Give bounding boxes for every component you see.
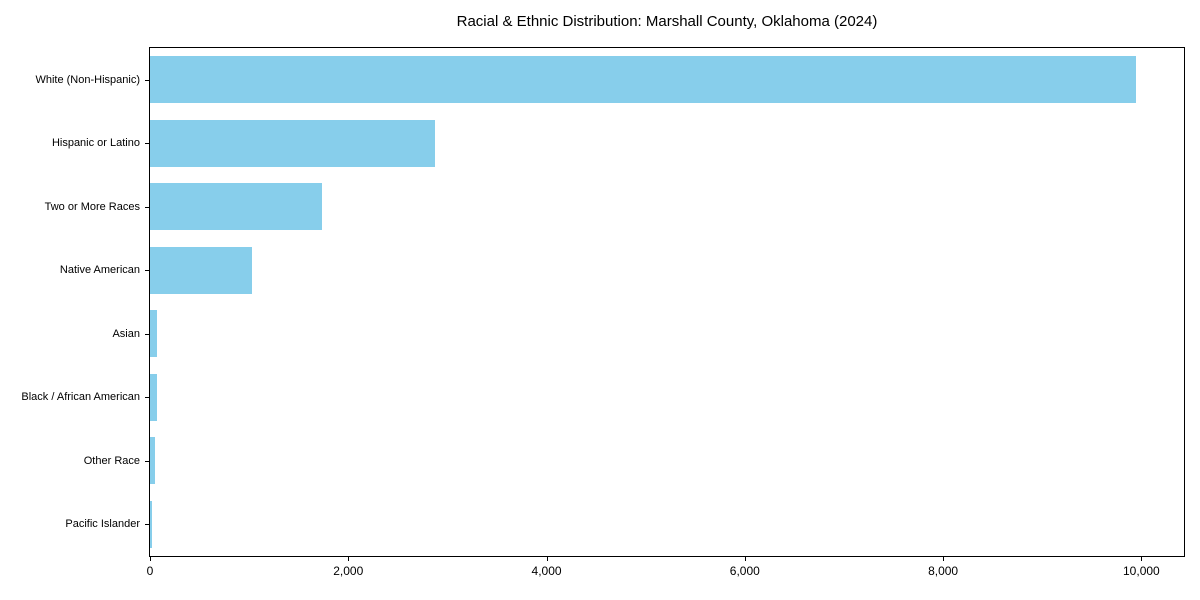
- bar-rows: White (Non-Hispanic) Hispanic or Latino Tw…: [21, 48, 1184, 557]
- bar-row: Black / African American: [21, 366, 1184, 430]
- bar-row: Native American: [60, 239, 1184, 303]
- bar: [150, 437, 155, 485]
- y-axis-tick-mark: [145, 143, 149, 145]
- x-axis: 0 2,000 4,000 6,000 8,000 10,000: [146, 556, 1184, 586]
- bar: [150, 56, 1137, 104]
- bar: [150, 183, 322, 231]
- y-axis-category-label: Hispanic or Latino: [51, 137, 140, 150]
- y-axis-category-label: Black / African American: [21, 391, 140, 404]
- x-axis-tick-label: 8,000: [928, 564, 959, 578]
- x-axis-tick-mark: [150, 557, 151, 561]
- bar: [150, 310, 158, 358]
- y-axis-category-label: White (Non-Hispanic): [35, 73, 140, 86]
- bar-row: Hispanic or Latino: [52, 112, 1184, 176]
- x-axis-tick-mark: [1141, 557, 1143, 561]
- bar: [150, 246, 253, 294]
- bar-row: White (Non-Hispanic): [35, 48, 1184, 112]
- x-axis-tick-label: 2,000: [333, 564, 364, 578]
- y-axis-category-label: Other Race: [83, 454, 140, 467]
- bar-row: Asian: [112, 302, 1184, 366]
- y-axis-category-label: Asian: [112, 327, 140, 340]
- y-axis-tick-mark: [145, 270, 149, 272]
- bar-row: Other Race: [84, 429, 1184, 493]
- y-axis-tick-mark: [145, 460, 149, 462]
- chart-title: Racial & Ethnic Distribution: Marshall C…: [456, 13, 878, 30]
- bar: [150, 373, 157, 421]
- bar: [150, 119, 435, 167]
- y-axis-tick-mark: [145, 79, 149, 81]
- plot-area: White (Non-Hispanic) Hispanic or Latino Tw…: [21, 47, 1185, 578]
- x-axis-tick-mark: [348, 557, 350, 561]
- x-axis-tick-mark: [943, 557, 945, 561]
- x-axis-tick-mark: [546, 557, 548, 561]
- x-axis-tick-label: 4,000: [531, 564, 562, 578]
- bar-row: Two or More Races: [45, 175, 1184, 239]
- x-axis-tick-mark: [744, 557, 746, 561]
- y-axis-tick-mark: [145, 397, 149, 399]
- x-axis-tick-label: 6,000: [729, 564, 760, 578]
- y-axis-category-label: Pacific Islander: [65, 518, 140, 531]
- y-axis-category-label: Two or More Races: [44, 200, 140, 213]
- y-axis-tick-mark: [145, 206, 149, 208]
- y-axis-tick-mark: [145, 333, 149, 335]
- x-axis-tick-label: 10,000: [1123, 564, 1160, 578]
- bar: [150, 500, 152, 548]
- y-axis-tick-mark: [145, 524, 149, 526]
- y-axis-category-label: Native American: [59, 264, 140, 277]
- bar-row: Pacific Islander: [65, 493, 1184, 557]
- x-axis-tick-label: 0: [146, 564, 154, 578]
